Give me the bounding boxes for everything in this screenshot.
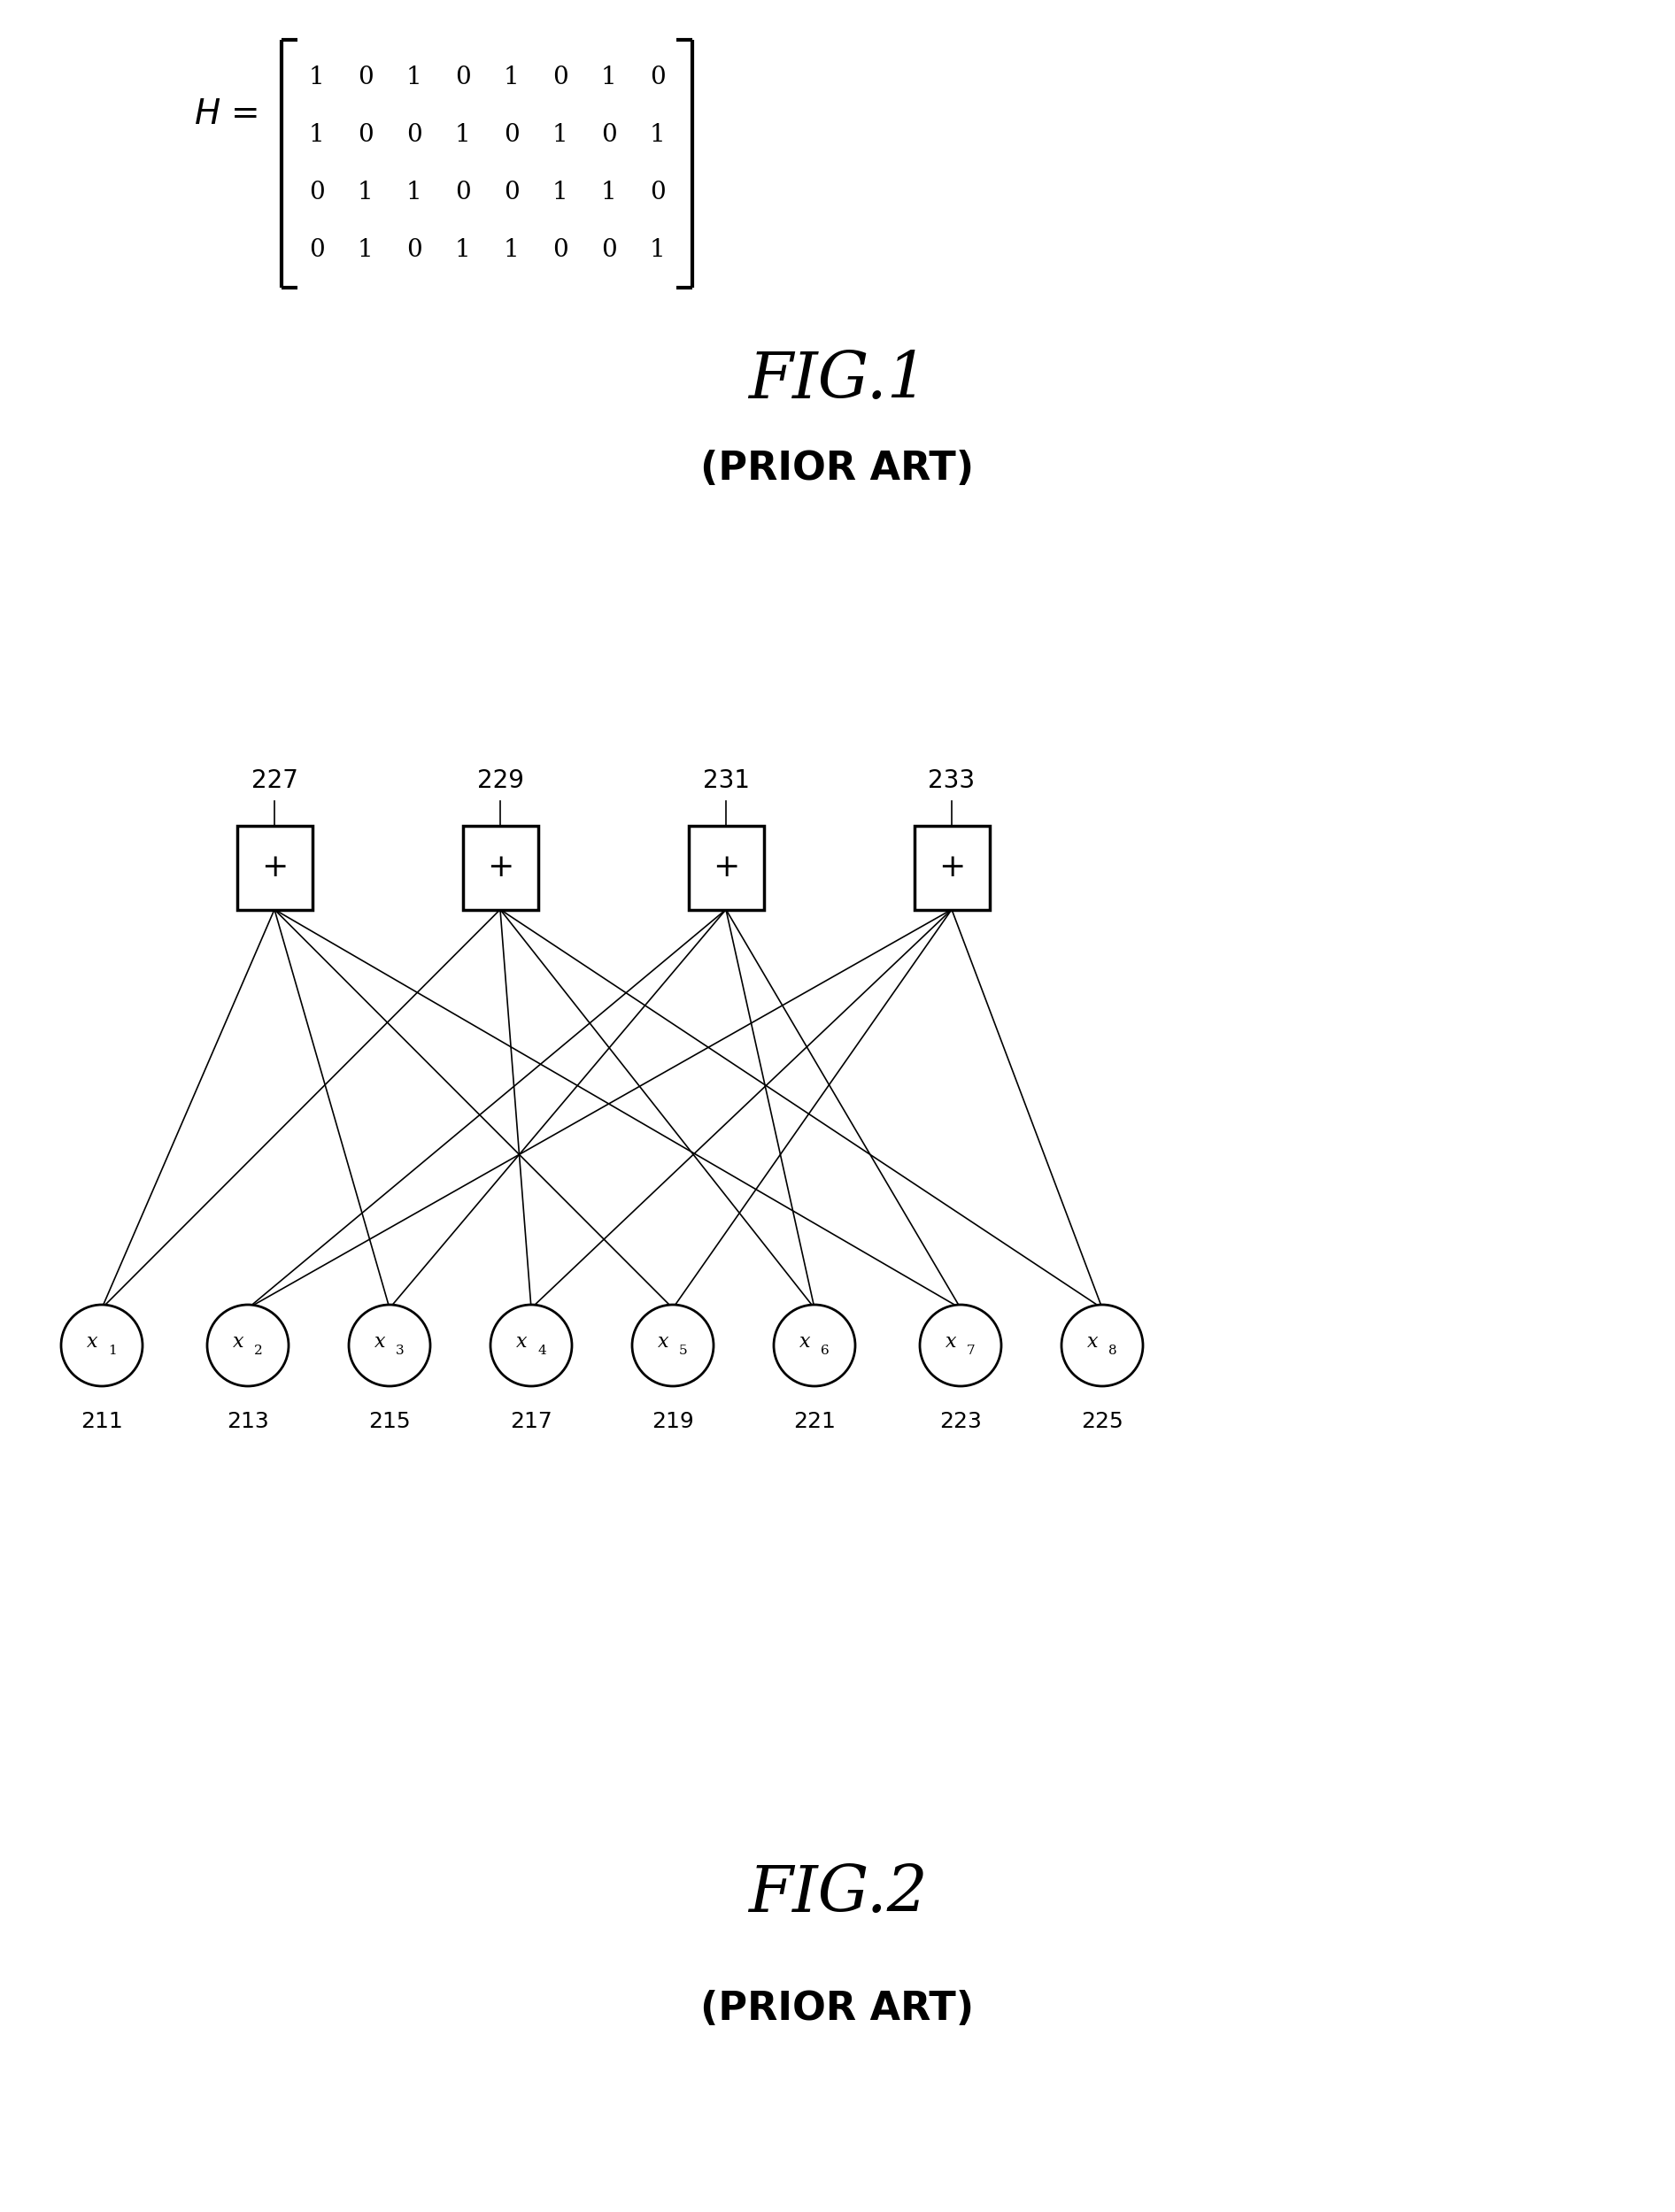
Circle shape [1062,1305,1142,1387]
Text: 0: 0 [504,124,519,146]
Text: 1: 1 [454,239,471,261]
Text: 1: 1 [601,66,616,88]
Text: 0: 0 [405,124,422,146]
Circle shape [60,1305,142,1387]
Circle shape [920,1305,1002,1387]
Text: 0: 0 [357,124,374,146]
Text: 4: 4 [538,1345,546,1356]
Text: +: + [712,852,739,883]
Text: 1: 1 [357,181,374,204]
Text: 215: 215 [368,1411,410,1431]
Text: 0: 0 [504,181,519,204]
Text: x: x [945,1332,956,1352]
Text: 223: 223 [940,1411,982,1431]
Text: 0: 0 [601,239,616,261]
Text: x: x [516,1332,526,1352]
Circle shape [631,1305,714,1387]
Text: 0: 0 [308,181,325,204]
Text: 219: 219 [652,1411,693,1431]
Text: 217: 217 [511,1411,553,1431]
Text: (PRIOR ART): (PRIOR ART) [700,1991,975,2028]
Text: 1: 1 [650,239,665,261]
Text: x: x [657,1332,668,1352]
Text: 229: 229 [477,770,524,794]
Text: (PRIOR ART): (PRIOR ART) [700,449,975,489]
Text: 1: 1 [601,181,616,204]
Text: +: + [487,852,514,883]
Text: 0: 0 [553,239,568,261]
Circle shape [774,1305,856,1387]
Text: $H$ =: $H$ = [194,100,258,131]
Text: 5: 5 [678,1345,687,1356]
Text: 0: 0 [454,66,471,88]
Text: 231: 231 [702,770,749,794]
FancyBboxPatch shape [236,825,312,909]
Text: 1: 1 [405,181,422,204]
Text: 1: 1 [650,124,665,146]
Text: x: x [233,1332,243,1352]
FancyBboxPatch shape [915,825,990,909]
Text: 1: 1 [553,124,568,146]
Text: 221: 221 [794,1411,836,1431]
Text: x: x [87,1332,97,1352]
FancyBboxPatch shape [462,825,538,909]
Text: 1: 1 [405,66,422,88]
Text: 1: 1 [107,1345,117,1356]
Circle shape [348,1305,430,1387]
Text: 0: 0 [454,181,471,204]
Text: 1: 1 [454,124,471,146]
Text: 0: 0 [650,66,665,88]
Text: 8: 8 [1109,1345,1117,1356]
Text: 0: 0 [308,239,325,261]
Text: 1: 1 [504,66,519,88]
Text: 225: 225 [1080,1411,1124,1431]
Circle shape [208,1305,288,1387]
Text: x: x [1087,1332,1097,1352]
Text: 0: 0 [601,124,616,146]
Text: 7: 7 [966,1345,975,1356]
Text: FIG.1: FIG.1 [747,349,928,411]
Text: 0: 0 [405,239,422,261]
Text: 1: 1 [308,124,325,146]
Text: 211: 211 [80,1411,122,1431]
Text: 213: 213 [226,1411,270,1431]
Text: 1: 1 [357,239,374,261]
Text: 0: 0 [650,181,665,204]
Circle shape [491,1305,571,1387]
Text: +: + [938,852,965,883]
Text: 0: 0 [553,66,568,88]
Text: 1: 1 [553,181,568,204]
Text: 227: 227 [251,770,298,794]
Text: 233: 233 [928,770,975,794]
Text: 1: 1 [504,239,519,261]
FancyBboxPatch shape [688,825,764,909]
Text: 1: 1 [308,66,325,88]
Text: x: x [374,1332,385,1352]
Text: 3: 3 [395,1345,404,1356]
Text: +: + [261,852,288,883]
Text: 0: 0 [357,66,374,88]
Text: x: x [799,1332,811,1352]
Text: FIG.2: FIG.2 [747,1863,928,1924]
Text: 2: 2 [255,1345,263,1356]
Text: 6: 6 [821,1345,829,1356]
